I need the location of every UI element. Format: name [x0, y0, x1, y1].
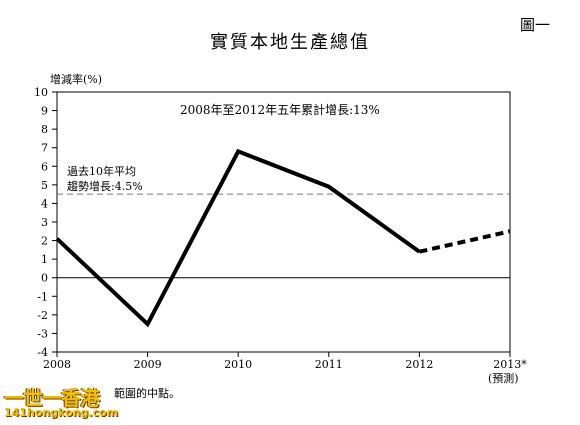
y-tick-label: 6	[41, 160, 48, 173]
x-tick-label: 2011	[315, 358, 343, 371]
figure-label: 圖一	[520, 16, 551, 34]
y-tick-label: 9	[41, 105, 48, 118]
actual-series-line	[55, 148, 421, 328]
forecast-series-line	[418, 229, 511, 254]
x-tick-label: 2013*	[493, 358, 527, 371]
forecast-label: (預測)	[488, 372, 519, 385]
watermark-line2: 141hongkong.com	[4, 406, 119, 419]
y-tick-label: 5	[41, 179, 48, 192]
watermark-line1: 一世一香港	[4, 386, 100, 410]
footnote: 範圍的中點。	[114, 387, 180, 400]
y-tick-label: 3	[41, 216, 48, 229]
trend-average-annotation: 過去10年平均 趨勢增長:4.5%	[67, 164, 143, 194]
y-tick-label: 0	[41, 272, 48, 285]
x-tick-label: 2010	[224, 358, 252, 371]
x-tick-label: 2012	[405, 358, 433, 371]
y-tick-label: 2	[41, 235, 48, 248]
y-tick-label: 8	[41, 123, 48, 136]
plot-frame	[56, 91, 511, 353]
trend-average-annotation-line1: 過去10年平均	[67, 165, 136, 178]
y-tick-label: -1	[37, 290, 48, 303]
y-tick-label: 10	[34, 86, 48, 99]
y-axis-title: 增減率(%)	[50, 73, 103, 86]
y-tick-label: 7	[41, 142, 48, 155]
y-tick-label: -2	[37, 309, 48, 322]
watermark-logo: 一世一香港 141hongkong.com	[4, 382, 126, 422]
y-tick-label: -4	[37, 346, 48, 359]
cumulative-growth-annotation: 2008年至2012年五年累計增長:13%	[180, 103, 380, 117]
y-tick-label: 4	[41, 197, 48, 210]
y-tick-label: -3	[37, 327, 48, 340]
y-tick-label: 1	[41, 253, 48, 266]
x-tick-label: 2008	[43, 358, 71, 371]
chart-title: 實質本地生產總值	[210, 32, 370, 53]
trend-average-annotation-line2: 趨勢增長:4.5%	[67, 180, 143, 193]
x-tick-label: 2009	[134, 358, 162, 371]
